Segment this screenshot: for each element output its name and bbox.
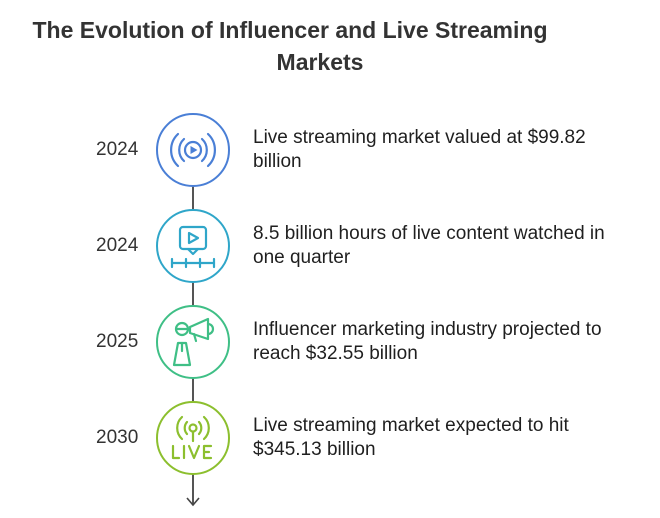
timeline-connector — [192, 473, 194, 505]
event-year: 2025 — [96, 331, 139, 352]
timeline-connector — [192, 186, 194, 209]
event-description: Live streaming market expected to hit $3… — [253, 414, 643, 462]
title-line-2: Markets — [276, 49, 364, 75]
influencer-megaphone-icon — [172, 317, 215, 367]
event-description-line: $345.13 billion — [253, 439, 376, 460]
broadcast-play-icon — [170, 132, 216, 168]
timeline-connector — [192, 377, 194, 401]
event-node — [156, 305, 230, 379]
event-node — [156, 401, 230, 475]
event-node — [156, 209, 230, 283]
event-node — [156, 113, 230, 187]
event-description: Live streaming market valued at $99.82 b… — [253, 126, 643, 174]
event-year: 2024 — [96, 235, 139, 256]
event-description-line: reach $32.55 billion — [253, 343, 418, 364]
live-antenna-icon — [171, 415, 213, 460]
timeline-arrow-icon — [186, 497, 200, 507]
event-description-line: Live streaming market expected to hit — [253, 415, 569, 436]
diagram-title: The Evolution of Influencer and Live Str… — [0, 14, 580, 78]
event-description-line: Live streaming market valued at $99.82 — [253, 127, 586, 148]
event-description-line: 8.5 billion hours of live content watche… — [253, 223, 605, 244]
timeline-connector — [192, 281, 194, 305]
event-description: 8.5 billion hours of live content watche… — [253, 222, 643, 270]
title-line-1: The Evolution of Influencer and Live Str… — [32, 17, 548, 43]
event-description-line: billion — [253, 151, 302, 172]
event-description-line: one quarter — [253, 247, 351, 268]
event-description-line: Influencer marketing industry projected … — [253, 319, 602, 340]
video-timeline-icon — [170, 225, 216, 269]
event-year: 2030 — [96, 427, 139, 448]
event-description: Influencer marketing industry projected … — [253, 318, 643, 366]
event-year: 2024 — [96, 139, 139, 160]
